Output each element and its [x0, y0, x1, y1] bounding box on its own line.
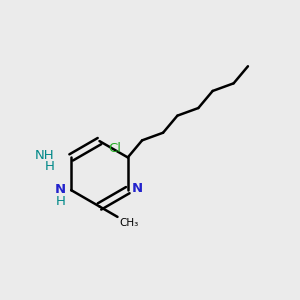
- Text: H: H: [45, 160, 55, 173]
- Text: H: H: [56, 195, 66, 208]
- Text: N: N: [131, 182, 142, 195]
- Text: Cl: Cl: [108, 142, 121, 155]
- Text: N: N: [55, 183, 66, 196]
- Text: NH: NH: [35, 149, 55, 162]
- Text: CH₃: CH₃: [119, 218, 138, 228]
